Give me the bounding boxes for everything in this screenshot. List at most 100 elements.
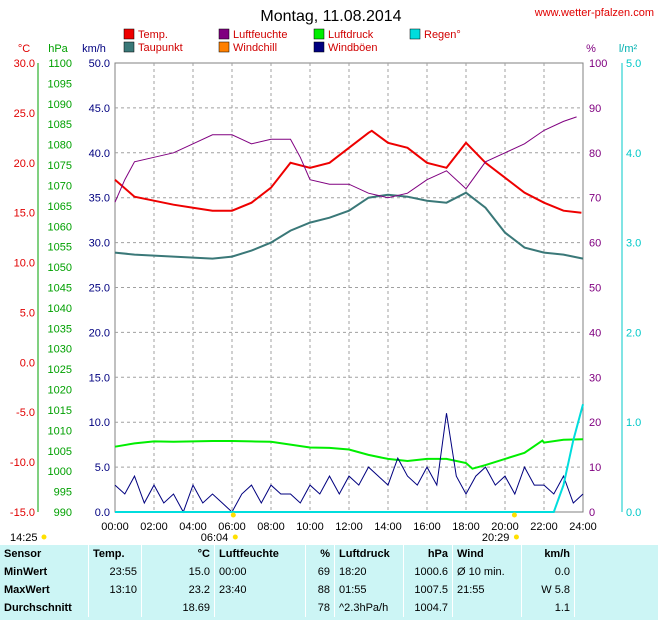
x-tick-label: 06:00	[218, 521, 246, 533]
hdr-temp-unit: °C	[141, 545, 215, 563]
weather-chart: Montag, 11.08.2014 www.wetter-pfalzen.co…	[10, 7, 654, 544]
axis-tick-hpa: 1000	[48, 466, 72, 478]
axis-tick-celsius: 20.0	[14, 158, 35, 170]
plot-series	[114, 116, 584, 514]
legend-swatch	[313, 28, 325, 40]
now-label: 14:25	[10, 532, 38, 544]
sunset-dot	[513, 534, 519, 540]
series-line	[114, 191, 584, 260]
sunset-label: 20:29	[482, 532, 510, 544]
wind-value: W 5.8	[521, 581, 575, 599]
hum-time: 23:40	[214, 581, 306, 599]
sunrise-label: 06:04	[201, 532, 229, 544]
axis-tick-percent: 20	[589, 417, 601, 429]
wind-value: 1.1	[521, 599, 575, 617]
x-tick-label: 04:00	[179, 521, 207, 533]
axis-tick-kmh: 40.0	[89, 148, 110, 160]
legend-label: Temp.	[138, 29, 168, 41]
legend-label: Luftfeuchte	[233, 29, 287, 41]
axis-tick-celsius: 5.0	[20, 307, 35, 319]
axis-tick-kmh: 35.0	[89, 193, 110, 205]
temp-value: 18.69	[141, 599, 215, 617]
x-tick-label: 14:00	[374, 521, 402, 533]
legend-label: Windchill	[233, 42, 277, 54]
hdr-temp: Temp.	[88, 545, 142, 563]
unit-hpa: hPa	[48, 43, 68, 55]
site-link[interactable]: www.wetter-pfalzen.com	[534, 7, 654, 19]
hum-value: 69	[305, 563, 335, 581]
axis-tick-rain: 0.0	[626, 507, 641, 519]
legend-swatch	[218, 28, 230, 40]
press-time: 18:20	[334, 563, 404, 581]
axis-tick-hpa: 1030	[48, 344, 72, 356]
stats-panel: Sensor Temp. °C Luftfeuchte % Luftdruck …	[0, 545, 658, 620]
stats-empty-cell	[574, 599, 643, 617]
legend-swatch	[123, 28, 135, 40]
unit-kmh: km/h	[82, 43, 106, 55]
axis-tick-hpa: 1020	[48, 385, 72, 397]
press-value: 1000.6	[403, 563, 453, 581]
axis-tick-hpa: 1050	[48, 262, 72, 274]
axis-tick-kmh: 20.0	[89, 327, 110, 339]
axis-tick-percent: 50	[589, 283, 601, 295]
x-tick-label: 22:00	[530, 521, 558, 533]
axis-tick-rain: 3.0	[626, 238, 641, 250]
axis-tick-hpa: 1085	[48, 119, 72, 131]
sunset-marker	[511, 512, 517, 518]
series-line	[114, 129, 582, 214]
press-value: 1007.5	[403, 581, 453, 599]
axis-tick-rain: 5.0	[626, 58, 641, 70]
axis-tick-hpa: 1040	[48, 303, 72, 315]
temp-value: 23.2	[141, 581, 215, 599]
axis-tick-hpa: 1070	[48, 180, 72, 192]
axis-tick-hpa: 1005	[48, 446, 72, 458]
axis-tick-kmh: 25.0	[89, 283, 110, 295]
axis-tick-hpa: 1075	[48, 160, 72, 172]
x-tick-label: 10:00	[296, 521, 324, 533]
hdr-press-unit: hPa	[403, 545, 453, 563]
axis-tick-celsius: -15.0	[10, 507, 35, 519]
x-tick-label: 08:00	[257, 521, 285, 533]
stats-row-avg: Durchschnitt 18.69 78 ^2.3hPa/h 1004.7 1…	[0, 599, 643, 617]
series-line	[114, 438, 584, 470]
unit-percent: %	[586, 43, 596, 55]
grid	[115, 63, 583, 512]
axis-tick-celsius: -10.0	[10, 457, 35, 469]
stats-table: Sensor Temp. °C Luftfeuchte % Luftdruck …	[0, 545, 643, 617]
axis-tick-celsius: -5.0	[16, 407, 35, 419]
stats-empty-cell	[574, 581, 643, 599]
temp-time: 23:55	[88, 563, 142, 581]
axis-tick-celsius: 10.0	[14, 258, 35, 270]
press-time: 01:55	[334, 581, 404, 599]
sun-markers: 06:04 20:29 14:25	[10, 512, 519, 544]
temp-time	[88, 599, 142, 617]
axis-tick-hpa: 1090	[48, 99, 72, 111]
axis-tick-hpa: 1035	[48, 323, 72, 335]
stats-row-max: MaxWert 13:10 23.2 23:40 88 01:55 1007.5…	[0, 581, 643, 599]
sunrise-marker	[230, 512, 236, 518]
x-tick-label: 02:00	[140, 521, 168, 533]
series-line	[114, 116, 577, 203]
x-tick-label: 24:00	[569, 521, 597, 533]
axis-tick-percent: 40	[589, 327, 601, 339]
temp-time: 13:10	[88, 581, 142, 599]
legend-swatch	[123, 41, 135, 53]
stats-header-row: Sensor Temp. °C Luftfeuchte % Luftdruck …	[0, 545, 643, 563]
stats-empty-col	[574, 545, 643, 563]
row-label: Durchschnitt	[4, 602, 72, 614]
temp-value: 15.0	[141, 563, 215, 581]
hdr-hum-unit: %	[305, 545, 335, 563]
row-label: MinWert	[4, 566, 48, 578]
legend-label: Windböen	[328, 42, 378, 54]
axis-tick-hpa: 1055	[48, 242, 72, 254]
x-tick-label: 20:00	[491, 521, 519, 533]
press-time: ^2.3hPa/h	[334, 599, 404, 617]
sunrise-dot	[232, 534, 238, 540]
axes: 30.0 25.0 20.0 15.0 10.0 5.0 0.0 -5.0 -10.0 -15.0…	[10, 58, 641, 533]
axis-tick-celsius: 30.0	[14, 58, 35, 70]
axis-tick-kmh: 15.0	[89, 372, 110, 384]
axis-tick-rain: 1.0	[626, 417, 641, 429]
axis-tick-hpa: 1025	[48, 364, 72, 376]
axis-tick-percent: 90	[589, 103, 601, 115]
hdr-sensor: Sensor	[4, 548, 42, 560]
